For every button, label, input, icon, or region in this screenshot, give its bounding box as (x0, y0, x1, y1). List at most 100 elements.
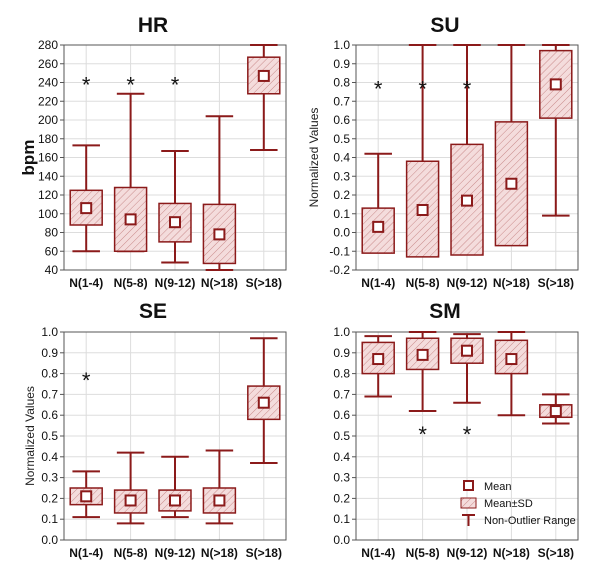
sm-ytick-label: 0.4 (333, 450, 350, 464)
su-ytick-label: 0.5 (333, 132, 350, 146)
se-significance-star: * (82, 368, 91, 393)
se-ytick-label: 0.2 (41, 491, 58, 505)
hr-mean-marker (80, 202, 93, 215)
hr-ytick-label: 280 (38, 38, 58, 52)
su-ylabel: Normalized Values (307, 108, 321, 208)
hr-mean-marker (169, 216, 181, 229)
hr-ytick-label: 60 (45, 244, 59, 258)
se-category-label: N(>18) (201, 546, 238, 560)
su-category-label: S(>18) (538, 276, 574, 290)
se-ytick-label: 1.0 (41, 325, 58, 339)
se-ytick-label: 0.1 (41, 512, 58, 526)
hr-sd-box (113, 186, 148, 252)
sm-ytick-label: 0.5 (333, 429, 350, 443)
se-plot-frame (63, 331, 287, 541)
se-ylabel: Normalized Values (23, 386, 37, 486)
sm-plot-frame (355, 331, 579, 541)
sm-panel: SM 0.0 0.1 0.2 0.3 0.4 0.5 0.6 0.7 0.8 0.9 1.0 N(1-4… (333, 300, 579, 560)
se-ytick-label: 0.3 (41, 471, 58, 485)
su-category-label: N(5-8) (406, 276, 440, 290)
sm-ytick-label: 0.1 (333, 512, 350, 526)
su-ytick-label: -0.1 (329, 244, 350, 258)
sm-category-label: S(>18) (538, 546, 574, 560)
su-ytick-label: 0.8 (333, 76, 350, 90)
su-title: SU (430, 14, 459, 37)
se-sd-box (202, 487, 237, 514)
se-category-label: S(>18) (246, 546, 282, 560)
hr-ylabel: bpm (19, 140, 38, 176)
sm-mean-marker (461, 344, 473, 357)
hr-category-label: N(1-4) (69, 276, 103, 290)
hr-category-label: N(>18) (201, 276, 238, 290)
sm-mean-marker (549, 405, 562, 418)
su-mean-marker (416, 204, 429, 216)
hr-ytick-label: 220 (38, 94, 58, 108)
sm-ytick-label: 0.9 (333, 346, 350, 360)
hr-panel: HR 40 60 80 100 120 140 160 180 200 220 240 260 280 N(… (19, 14, 287, 290)
se-ytick-label: 0.4 (41, 450, 58, 464)
legend-sd-label: Mean±SD (484, 498, 533, 510)
sm-mean-marker (416, 348, 429, 361)
se-mean-marker (213, 494, 226, 507)
sm-category-label: N(1-4) (361, 546, 395, 560)
su-significance-star: * (463, 76, 472, 101)
su-ytick-label: 0.4 (333, 151, 350, 165)
su-category-label: N(9-12) (447, 276, 488, 290)
hr-ytick-label: 180 (38, 132, 58, 146)
legend-mean-swatch (463, 480, 474, 491)
legend: Mean Mean±SD Non-Outlier Range (460, 480, 576, 527)
hr-ytick-label: 160 (38, 151, 58, 165)
sm-ytick-label: 0.3 (333, 471, 350, 485)
su-panel: SU -0.2 -0.1 0.0 0.1 0.2 0.3 0.4 0.5 0.6 0.7 0.8 0.9… (307, 14, 579, 290)
hr-mean-marker (213, 228, 226, 241)
hr-category-label: N(5-8) (114, 276, 148, 290)
legend-mean-label: Mean (484, 481, 512, 493)
sm-significance-star: * (418, 422, 427, 447)
sm-title: SM (429, 300, 461, 323)
su-ytick-label: 0.2 (333, 188, 350, 202)
hr-ytick-label: 140 (38, 169, 58, 183)
hr-ytick-label: 40 (45, 263, 59, 277)
se-ytick-label: 0.8 (41, 367, 58, 381)
su-ytick-label: 0.6 (333, 113, 350, 127)
se-ytick-label: 0.5 (41, 429, 58, 443)
se-category-label: N(9-12) (155, 546, 196, 560)
su-ytick-label: 1.0 (333, 38, 350, 52)
legend-range-label: Non-Outlier Range (484, 515, 576, 527)
hr-ytick-label: 80 (45, 226, 59, 240)
su-ytick-label: 0.0 (333, 226, 350, 240)
se-panel: SE 0.0 0.1 0.2 0.3 0.4 0.5 0.6 0.7 0.8 0.9 1.0 N(1-4… (23, 300, 287, 560)
hr-plot-frame (63, 44, 287, 271)
hr-mean-marker (257, 69, 270, 82)
su-significance-star: * (374, 76, 383, 101)
se-title: SE (139, 300, 167, 323)
se-mean-marker (80, 490, 93, 503)
su-category-label: N(>18) (493, 276, 530, 290)
sm-significance-star: * (463, 422, 472, 447)
se-mean-marker (257, 396, 270, 409)
hr-title: HR (138, 14, 168, 37)
hr-category-label: N(9-12) (155, 276, 196, 290)
su-mean-marker (549, 78, 562, 91)
sm-mean-marker (372, 353, 385, 366)
su-sd-box (450, 143, 484, 256)
sm-ytick-label: 1.0 (333, 325, 350, 339)
hr-mean-marker (124, 213, 137, 226)
sm-ytick-label: 0.8 (333, 367, 350, 381)
se-ytick-label: 0.0 (41, 533, 58, 547)
su-ytick-label: -0.2 (329, 263, 350, 277)
su-ytick-label: 0.9 (333, 57, 350, 71)
su-ytick-label: 0.1 (333, 207, 350, 221)
su-ytick-label: 0.7 (333, 94, 350, 108)
hr-category-label: S(>18) (246, 276, 282, 290)
hr-significance-star: * (171, 73, 180, 98)
sm-mean-marker (505, 353, 518, 366)
hr-significance-star: * (82, 73, 91, 98)
su-mean-marker (372, 220, 385, 233)
se-sd-box (247, 385, 281, 421)
hr-ytick-label: 120 (38, 188, 58, 202)
su-category-label: N(1-4) (361, 276, 395, 290)
sm-category-label: N(9-12) (447, 546, 488, 560)
hr-ytick-label: 100 (38, 207, 58, 221)
